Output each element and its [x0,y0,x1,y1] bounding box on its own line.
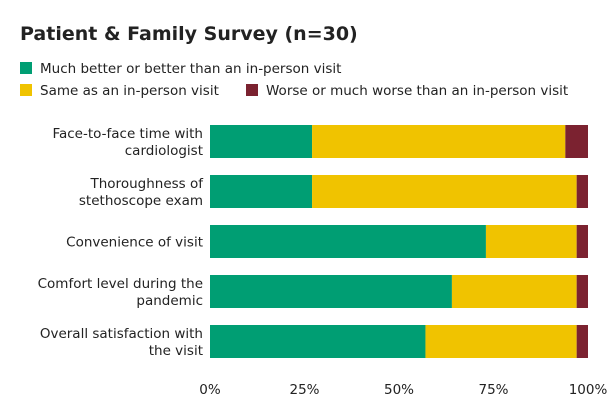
chart-title: Patient & Family Survey (n=30) [20,23,358,45]
category-label-4: Overall satisfaction with the visit [40,326,203,359]
category-label-line: Thoroughness of [90,176,205,192]
x-tick-label-4: 100% [569,382,607,398]
legend-swatch-worse [246,84,258,96]
category-label-line: stethoscope exam [79,193,203,209]
legend: Much better or better than an in-person … [20,61,568,99]
legend-label-worse: Worse or much worse than an in-person vi… [266,83,568,99]
bar-better-4 [210,325,426,358]
bar-worse-4 [576,325,588,358]
bar-same-2 [485,225,577,258]
bar-worse-1 [576,175,588,208]
x-axis-ticks: 0% 25% 50% 75% 100% [199,382,607,398]
x-tick-label-0: 0% [199,382,221,398]
bar-same-1 [312,175,577,208]
x-tick-label-1: 25% [289,382,319,398]
bar-same-4 [425,325,577,358]
category-label-line: Comfort level during the [38,276,203,292]
category-label-line: Face-to-face time with [52,126,203,142]
x-tick-label-2: 50% [384,382,414,398]
legend-swatch-better [20,62,32,74]
bar-same-0 [312,125,566,158]
category-labels: Face-to-face time with cardiologist Thorou… [38,126,205,359]
legend-swatch-same [20,84,32,96]
category-label-line: Convenience of visit [66,235,203,251]
bar-better-0 [210,125,313,158]
category-label-line: the visit [149,343,203,359]
category-label-line: Overall satisfaction with [40,326,203,342]
category-label-line: cardiologist [125,143,203,159]
bar-worse-3 [576,275,588,308]
category-label-0: Face-to-face time with cardiologist [52,126,203,159]
legend-label-better: Much better or better than an in-person … [40,61,341,77]
bar-better-3 [210,275,452,308]
bars-group [210,125,588,358]
category-label-3: Comfort level during the pandemic [38,276,203,309]
bar-better-2 [210,225,486,258]
bar-same-3 [451,275,577,308]
bar-worse-0 [565,125,588,158]
bar-worse-2 [576,225,588,258]
category-label-2: Convenience of visit [66,235,203,251]
category-label-line: pandemic [136,293,203,309]
bar-better-1 [210,175,313,208]
x-tick-label-3: 75% [478,382,508,398]
category-label-1: Thoroughness of stethoscope exam [79,176,204,209]
legend-label-same: Same as an in-person visit [40,83,219,99]
